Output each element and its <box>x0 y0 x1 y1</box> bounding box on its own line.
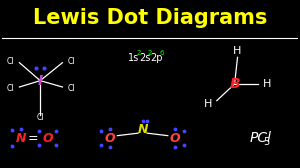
Text: 2: 2 <box>148 50 152 56</box>
Text: O: O <box>170 132 181 145</box>
Text: Cl: Cl <box>7 57 14 66</box>
Text: B: B <box>229 77 240 91</box>
Text: H: H <box>204 99 212 109</box>
Text: N: N <box>16 132 26 145</box>
Text: 2s: 2s <box>139 53 150 63</box>
Text: 5: 5 <box>263 137 269 147</box>
Text: 2: 2 <box>136 50 141 56</box>
Text: H: H <box>263 79 272 89</box>
Text: PCl: PCl <box>249 131 272 145</box>
Text: 6: 6 <box>160 50 164 56</box>
Text: I: I <box>38 74 43 88</box>
Text: Cl: Cl <box>68 84 75 93</box>
Text: Cl: Cl <box>37 113 44 122</box>
Text: 2p: 2p <box>150 53 163 63</box>
Text: N: N <box>137 123 148 136</box>
Text: H: H <box>233 46 242 56</box>
Text: Cl: Cl <box>68 57 75 66</box>
Text: O: O <box>105 132 115 145</box>
Text: Lewis Dot Diagrams: Lewis Dot Diagrams <box>33 8 267 28</box>
Text: 1s: 1s <box>128 53 139 63</box>
Text: O: O <box>42 132 53 145</box>
Text: =: = <box>28 132 38 145</box>
Text: Cl: Cl <box>7 84 14 93</box>
